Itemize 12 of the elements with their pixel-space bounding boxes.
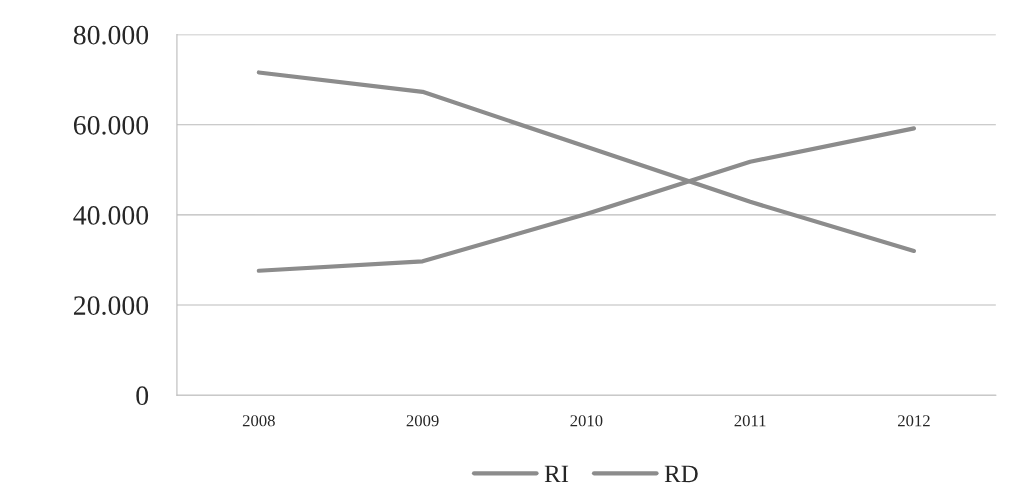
x-tick-label: 2009 — [406, 415, 439, 427]
legend-label: RD — [664, 465, 698, 483]
x-tick-label: 2011 — [734, 415, 766, 427]
y-tick-label: 80.000 — [73, 25, 149, 45]
x-tick-label: 2008 — [242, 415, 275, 427]
y-tick-label: 40.000 — [73, 206, 149, 225]
x-tick-label: 2010 — [570, 415, 603, 427]
legend-label: RI — [544, 465, 569, 483]
x-tick-label: 2012 — [898, 415, 930, 427]
y-tick-label: 60.000 — [73, 115, 149, 135]
y-tick-label: 0 — [136, 386, 149, 406]
y-tick-label: 20.000 — [73, 296, 149, 316]
